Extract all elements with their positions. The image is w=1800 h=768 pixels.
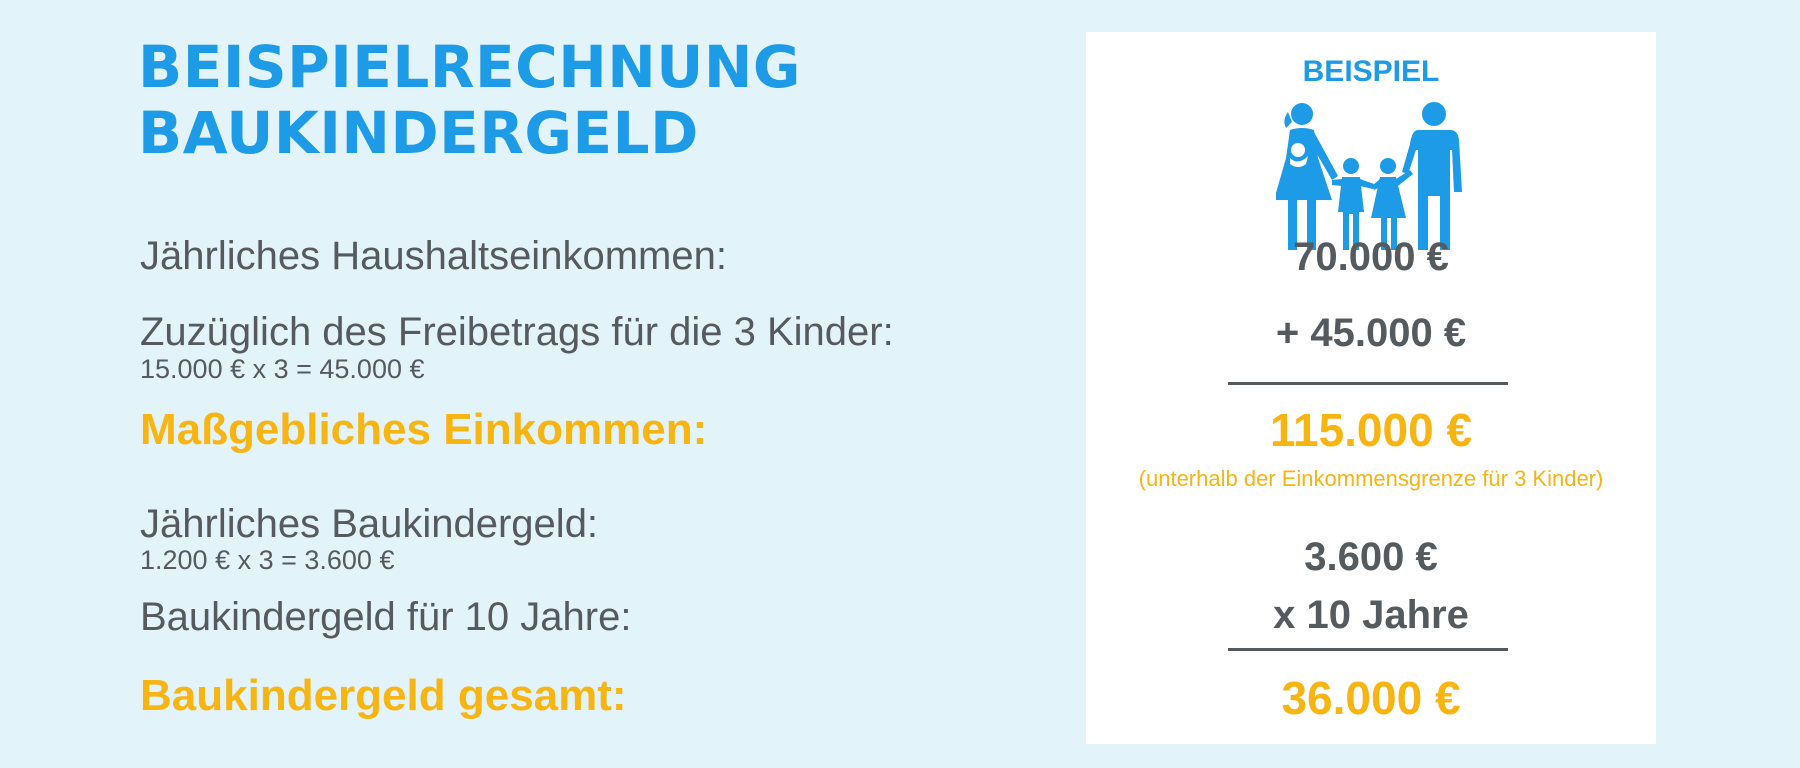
allowance-label: Zuzüglich des Freibetrags für die 3 Kind… xyxy=(140,310,894,354)
annual-child-benefit-value: 3.600 € xyxy=(1304,535,1438,579)
income-label: Jährliches Haushaltseinkommen: xyxy=(140,234,727,278)
total-label: Baukindergeld gesamt: xyxy=(140,671,627,720)
total-value: 36.000 € xyxy=(1281,672,1461,724)
sum-divider xyxy=(1228,382,1508,385)
example-panel: BEISPIEL 70.000 € + 45.000 € 1 xyxy=(1086,32,1656,744)
relevant-income-value: 115.000 € xyxy=(1269,404,1473,456)
title-line-2: BAUKINDERGELD xyxy=(138,99,699,167)
example-badge: BEISPIEL xyxy=(1302,55,1440,88)
total-divider xyxy=(1228,648,1508,651)
ten-years-label: Baukindergeld für 10 Jahre: xyxy=(140,595,632,639)
family-icon xyxy=(1276,102,1462,250)
relevant-income-label: Maßgebliches Einkommen: xyxy=(140,405,708,454)
title-line-1: BEISPIELRECHNUNG xyxy=(138,33,802,101)
annual-child-benefit-label: Jährliches Baukindergeld: xyxy=(140,502,599,546)
page-title: BEISPIELRECHNUNG BAUKINDERGELD xyxy=(138,34,801,166)
years-value: x 10 Jahre xyxy=(1273,593,1469,637)
allowance-value: + 45.000 € xyxy=(1275,311,1467,355)
income-value: 70.000 € xyxy=(1293,235,1449,279)
allowance-calculation: 15.000 € x 3 = 45.000 € xyxy=(140,354,425,384)
annual-child-benefit-calculation: 1.200 € x 3 = 3.600 € xyxy=(140,545,395,575)
income-limit-note: (unterhalb der Einkommensgrenze für 3 Ki… xyxy=(1138,466,1604,491)
